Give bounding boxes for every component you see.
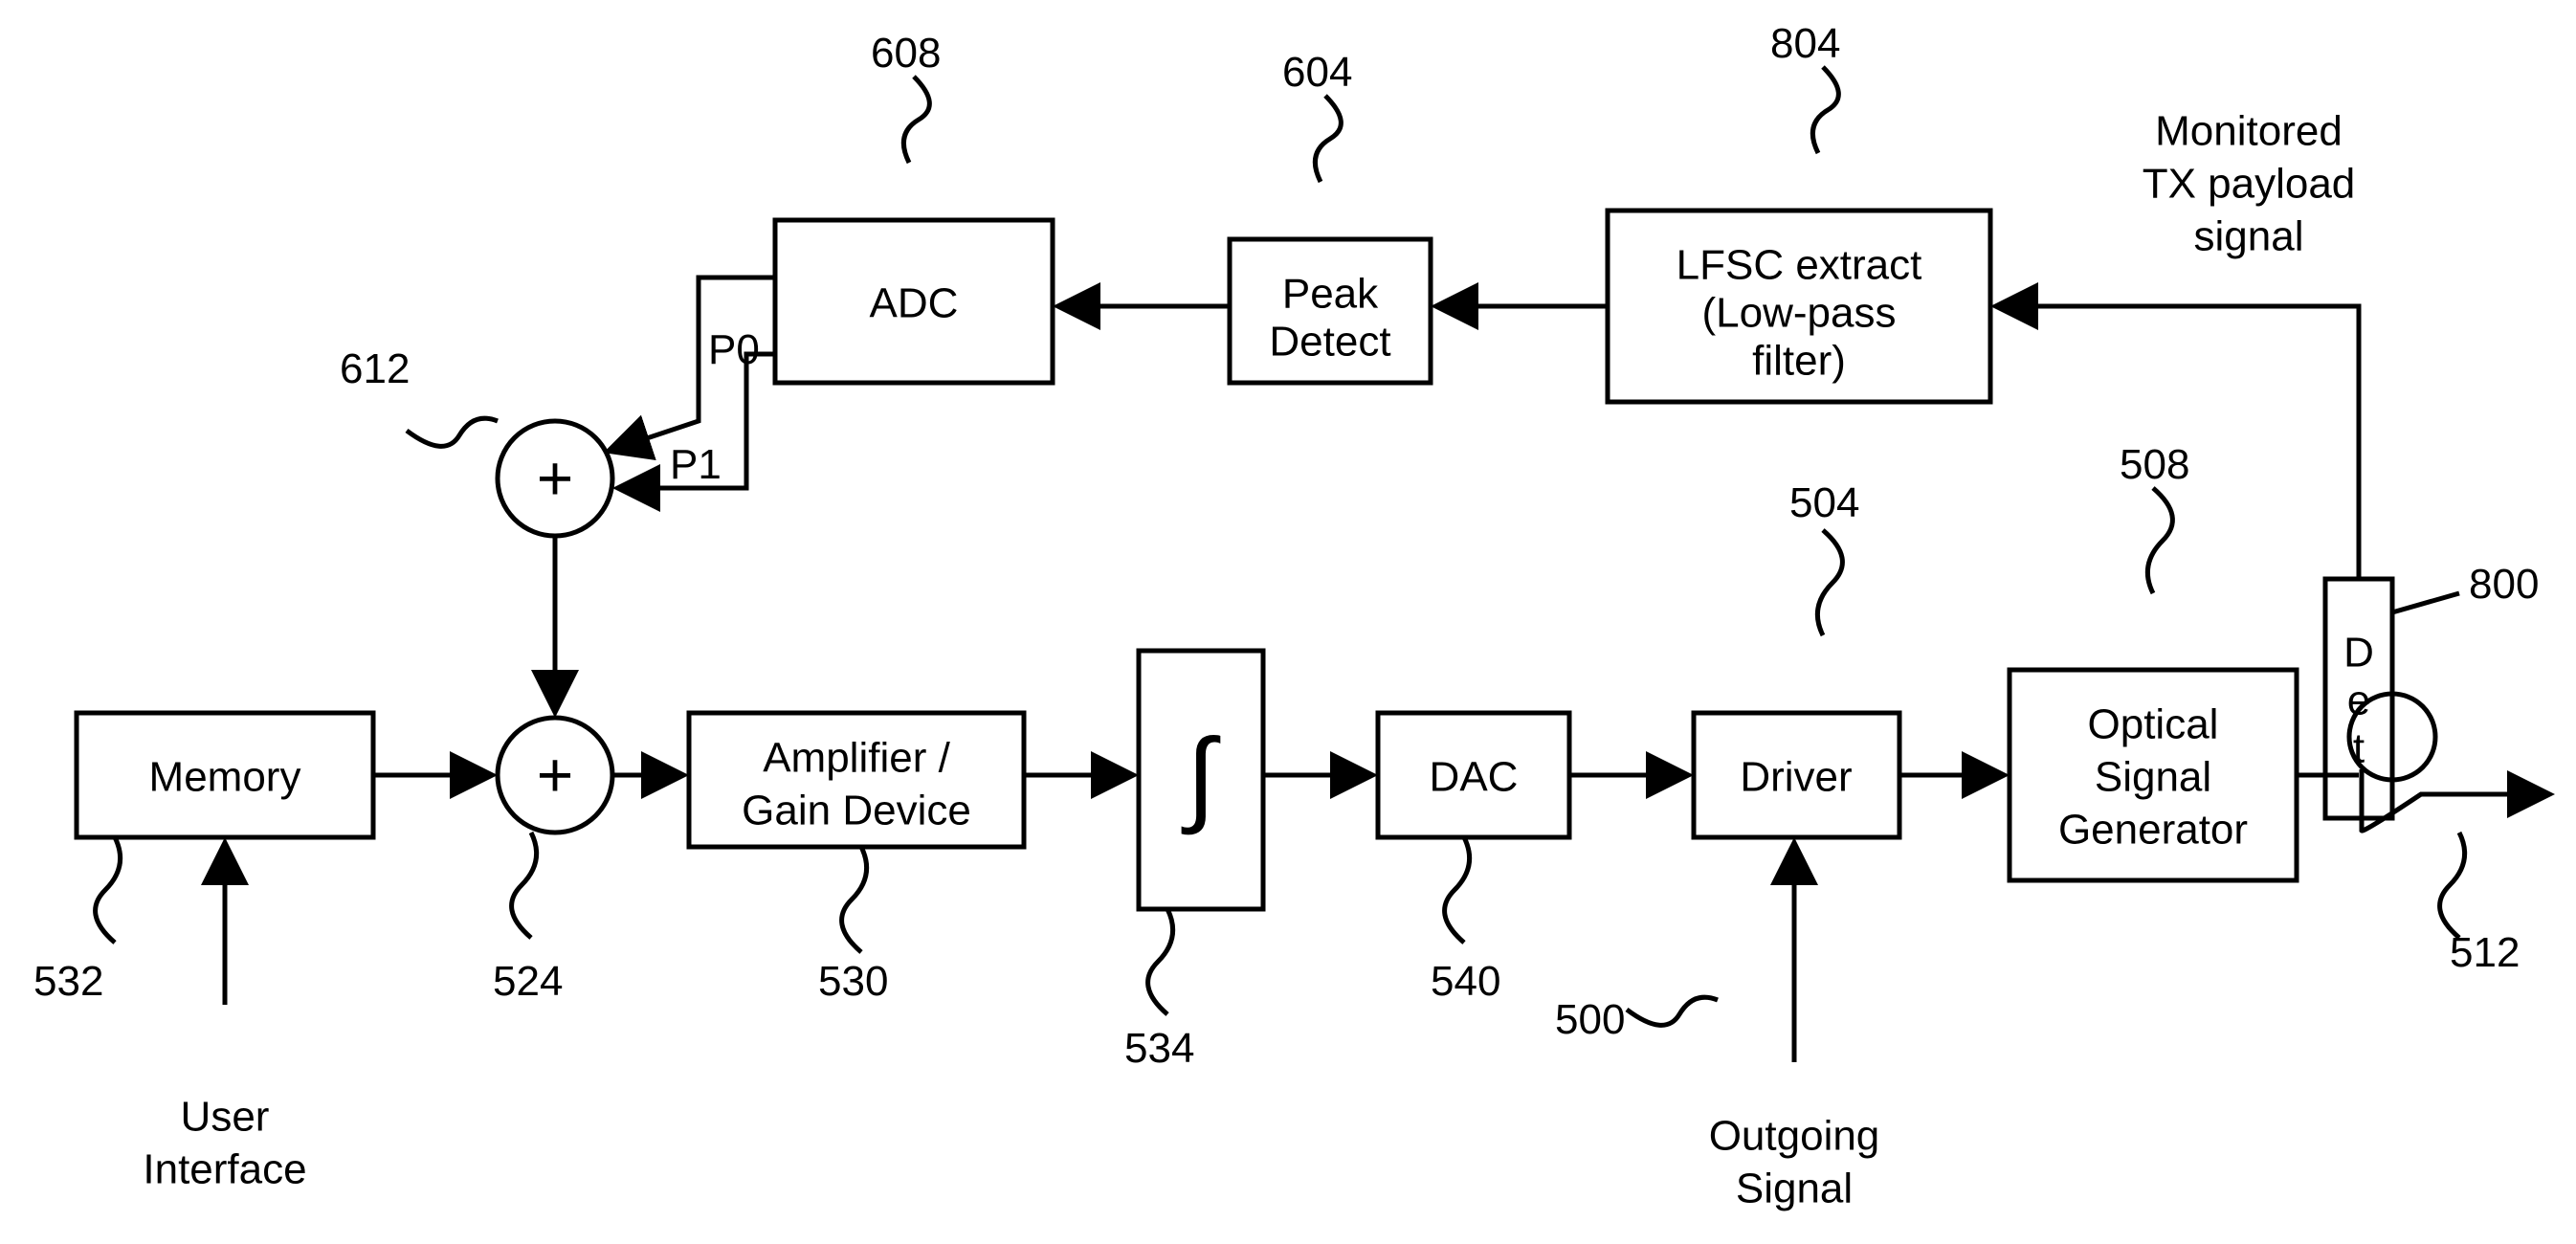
peak-ref: 604 <box>1282 49 1352 96</box>
monitored-label1: Monitored <box>2155 108 2343 155</box>
peak-label1: Peak <box>1282 271 1379 318</box>
osg-label3: Generator <box>2058 807 2248 854</box>
det-ref: 800 <box>2469 561 2539 608</box>
lfsc-label2: (Low-pass <box>1702 290 1897 337</box>
integrator-symbol: ∫ <box>1181 718 1221 835</box>
osg-label2: Signal <box>2095 754 2211 801</box>
sum-upper-plus: + <box>537 442 574 513</box>
monitored-label2: TX payload <box>2143 161 2356 208</box>
amplifier-label2: Gain Device <box>742 788 971 834</box>
lfsc-ref: 804 <box>1770 20 1840 67</box>
outgoing-label2: Signal <box>1736 1166 1853 1212</box>
user-if-label2: Interface <box>143 1146 306 1193</box>
sum-lower-plus: + <box>537 739 574 810</box>
osg-ref: 508 <box>2120 441 2189 488</box>
amplifier-label1: Amplifier / <box>763 735 950 782</box>
osg-label1: Optical <box>2088 701 2219 748</box>
dac-ref: 540 <box>1431 958 1500 1005</box>
integrator-ref: 534 <box>1124 1025 1194 1072</box>
adc-label: ADC <box>870 280 959 327</box>
monitored-label3: signal <box>2194 213 2304 260</box>
user-if-label1: User <box>181 1094 270 1141</box>
adc-ref: 608 <box>871 30 941 77</box>
amplifier-ref: 530 <box>818 958 888 1005</box>
driver-label: Driver <box>1740 754 1852 801</box>
peak-label2: Detect <box>1269 319 1390 366</box>
dac-label: DAC <box>1430 754 1519 801</box>
lfsc-label1: LFSC extract <box>1677 242 1922 289</box>
p1-label: P1 <box>670 441 722 488</box>
sum-upper-ref: 612 <box>340 345 410 392</box>
lfsc-label3: filter) <box>1752 338 1846 385</box>
memory-label: Memory <box>149 754 301 801</box>
block-diagram: Memory 532 + 524 Amplifier / Gain Device… <box>0 0 2576 1244</box>
memory-ref: 532 <box>33 958 103 1005</box>
driver-ref: 504 <box>1789 479 1859 526</box>
det-label1: D <box>2343 630 2374 677</box>
p0-label: P0 <box>708 326 760 373</box>
outgoing-label1: Outgoing <box>1709 1113 1880 1160</box>
outgoing-ref: 500 <box>1555 996 1625 1043</box>
sum-lower-ref: 524 <box>493 958 563 1005</box>
